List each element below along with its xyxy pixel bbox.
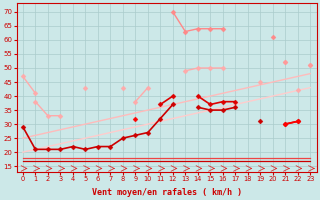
X-axis label: Vent moyen/en rafales ( km/h ): Vent moyen/en rafales ( km/h ) xyxy=(92,188,242,197)
